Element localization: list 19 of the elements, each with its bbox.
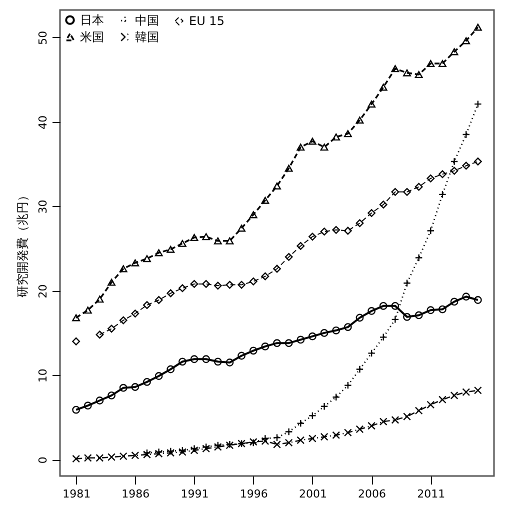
legend-label: 米国 <box>80 30 104 44</box>
x-tick-label: 2006 <box>358 488 386 500</box>
legend-label: 韓国 <box>135 30 159 44</box>
x-tick-label: 1981 <box>62 488 91 500</box>
legend-label: 日本 <box>80 13 104 28</box>
y-tick-label: 40 <box>36 115 50 130</box>
x-tick-label: 1986 <box>122 488 150 500</box>
y-axis-title: 研究開発費（兆円） <box>16 190 30 298</box>
x-tick-label: 2001 <box>298 488 327 500</box>
legend-label: EU 15 <box>189 14 224 28</box>
x-tick-label: 2011 <box>417 488 446 500</box>
legend-label: 中国 <box>135 14 159 28</box>
x-tick-label: 1991 <box>180 488 209 500</box>
y-tick-label: 20 <box>36 284 50 298</box>
y-tick-label: 0 <box>36 456 50 464</box>
y-tick-label: 50 <box>36 30 50 45</box>
x-tick-label: 1996 <box>240 488 268 500</box>
y-tick-label: 30 <box>36 200 50 214</box>
y-tick-label: 10 <box>36 368 50 383</box>
